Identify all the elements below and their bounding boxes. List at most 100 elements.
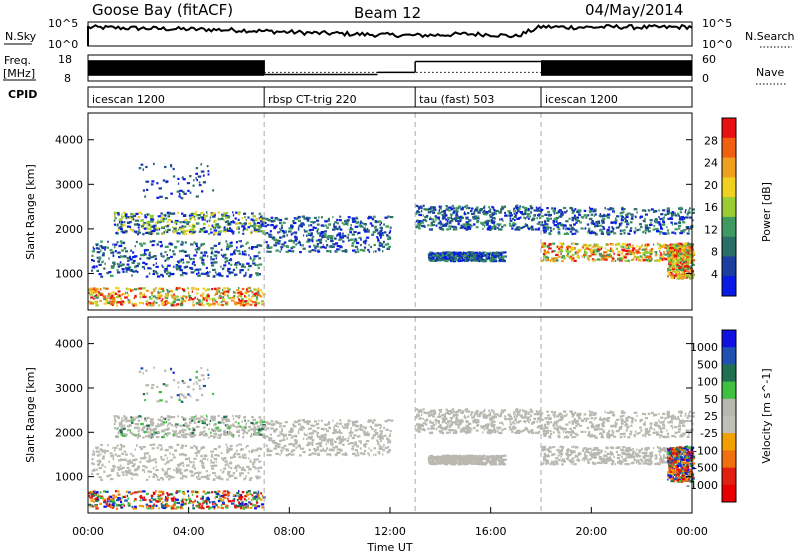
velocity-ytick-0: 1000 [55,471,83,484]
velocity-cbar-tick-2: 100 [697,376,718,389]
power-echo-region-0 [88,286,266,307]
velocity-ytick-2: 3000 [55,382,83,395]
power-echo-region-4 [415,204,544,231]
frequency-panel: Freq. [MHz] 18 8 60 0 Nave [3,53,786,85]
velocity-cbar-seg-8 [722,467,736,486]
velocity-echoes [88,366,696,510]
velocity-cbar-tick-1: 500 [697,358,718,371]
power-cbar-seg-0 [722,118,736,139]
xtick-3: 12:00 [374,525,406,538]
power-cbar-seg-4 [722,197,736,218]
velocity-panel: 1000 2000 3000 4000 00:00 04:00 08:00 12:00 16:… [24,316,773,554]
power-ytick-0: 1000 [55,267,83,280]
velocity-echo-region-1 [91,443,263,481]
velocity-ylabel: Slant Range [km] [24,367,37,463]
power-ytick-2: 3000 [55,178,83,191]
velocity-cbar-tick-0: 1000 [690,341,718,354]
noise-left-tick-bottom: 10^0 [48,38,78,51]
power-cbar-tick-0: 4 [711,268,718,281]
nave-label: Nave [756,66,784,79]
cpid-segment-1: rbsp CT-trig 220 [268,93,356,106]
xlabel-time-ut: Time UT [366,541,412,554]
power-cbar-tick-2: 12 [704,223,718,236]
velocity-echo-region-9 [138,366,215,403]
nsky-line [87,23,693,39]
power-cbar-tick-1: 8 [711,246,718,259]
nave-right-tick-bottom: 0 [702,72,709,85]
velocity-cbar-seg-9 [722,484,736,503]
velocity-cbar-tick-7: -500 [693,462,718,475]
power-colorbar: 4 8 12 16 20 24 28 [704,117,737,297]
velocity-cbar-seg-2 [722,364,736,383]
power-cbar-tick-3: 16 [704,201,718,214]
velocity-cbar-label: Velocity [m s^-1] [760,368,773,463]
velocity-cbar-seg-1 [722,347,736,365]
power-cbar-seg-6 [722,236,736,257]
freq-left-tick-top: 18 [58,53,72,66]
velocity-echo-region-4 [415,408,544,435]
power-cbar-label: Power [dB] [760,182,773,242]
velocity-cbar-seg-0 [722,330,736,348]
velocity-cbar-seg-4 [722,398,736,417]
power-echo-region-7 [541,206,695,236]
cpid-segment-0: icescan 1200 [92,93,165,106]
xtick-0: 00:00 [72,525,104,538]
velocity-cbar-seg-3 [722,381,736,400]
velocity-ytick-1: 2000 [55,426,83,439]
noise-right-tick-bottom: 10^0 [702,38,732,51]
xtick-6: 00:00 [676,525,708,538]
cpid-segment-2: tau (fast) 503 [419,93,494,106]
xtick-2: 08:00 [273,525,305,538]
radar-title: Goose Bay (fitACF) [92,1,233,19]
power-echo-region-5 [427,251,507,263]
velocity-echo-region-3 [264,419,394,457]
freq-trace [88,60,692,76]
velocity-colorbar: 1000 500 100 50 25 -25 -100 -500 -1000 [686,329,737,503]
xtick-5: 20:00 [575,525,607,538]
power-cbar-seg-7 [722,256,736,277]
power-cbar-tick-6: 28 [704,134,718,147]
velocity-echo-region-5 [427,454,507,466]
cpid-segment-3: icescan 1200 [545,93,618,106]
velocity-cbar-seg-5 [722,416,736,434]
noise-left-tick-top: 10^5 [48,17,78,30]
freq-unit-label: [MHz] [3,67,35,80]
xtick-1: 04:00 [173,525,205,538]
velocity-cbar-tick-5: -25 [700,427,718,440]
power-panel: 1000 2000 3000 4000 Slant Range [km] 4 8 12 16… [24,112,773,311]
freq-band-4 [541,60,692,76]
power-echo-region-1 [91,240,263,278]
velocity-cbar-tick-3: 50 [704,393,718,406]
beam-title: Beam 12 [354,4,421,22]
power-cbar-tick-4: 20 [704,179,718,192]
power-ylabel: Slant Range [km] [24,164,37,260]
power-cbar-tick-5: 24 [704,157,718,170]
date-title: 04/May/2014 [585,1,683,19]
velocity-cbar-tick-4: 25 [704,410,718,423]
power-cbar-seg-3 [722,177,736,198]
velocity-cbar-tick-6: -100 [693,444,718,457]
power-cbar-seg-2 [722,157,736,178]
velocity-cbar-tick-8: -1000 [686,479,718,492]
power-echo-region-9 [138,162,215,200]
freq-label: Freq. [4,54,31,67]
nave-right-tick-top: 60 [702,53,716,66]
velocity-echo-region-0 [88,490,266,510]
power-cbar-seg-5 [722,216,736,238]
velocity-cbar-seg-7 [722,450,736,469]
nsky-trace [87,23,693,46]
noise-right-tick-top: 10^5 [702,17,732,30]
velocity-cbar-seg-6 [722,433,736,451]
nsky-label: N.Sky [5,30,37,43]
noise-panel: N.Sky 10^5 10^0 10^5 10^0 N.Search [4,17,795,51]
cpid-row: CPID icescan 1200 rbsp CT-trig 220 tau (fa… [8,86,693,108]
velocity-ytick-3: 4000 [55,338,83,351]
freq-left-tick-bottom: 8 [64,72,71,85]
xtick-4: 16:00 [475,525,507,538]
power-ytick-3: 4000 [55,134,83,147]
power-cbar-seg-8 [722,276,736,297]
power-echo-region-3 [264,215,394,254]
power-ytick-1: 2000 [55,223,83,236]
nsearch-label: N.Search [745,30,795,43]
